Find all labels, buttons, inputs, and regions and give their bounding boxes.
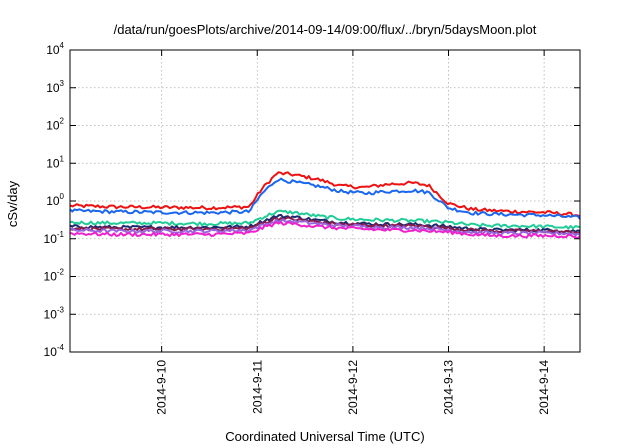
x-tick-label: 2014-9-11 <box>250 360 264 414</box>
data-series <box>69 171 581 240</box>
series-line-2 <box>69 177 581 220</box>
y-tick-label: 100 <box>46 192 64 208</box>
plot-frame <box>69 49 581 353</box>
series-line-6 <box>69 218 581 237</box>
y-tick-label: 103 <box>46 79 64 95</box>
x-tick-label: 2014-9-13 <box>442 360 456 415</box>
x-tick-label: 2014-9-12 <box>346 360 360 415</box>
series-line-3 <box>69 209 581 230</box>
axes: 10-4 10-3 10-2 10-1 100 101 102 103 104 2014-9-10… <box>44 41 581 415</box>
y-tick-label: 10-1 <box>44 230 65 246</box>
y-tick-label: 10-2 <box>44 268 65 284</box>
series-line-5 <box>69 216 581 235</box>
chart-title: /data/run/goesPlots/archive/2014-09-14/0… <box>114 22 537 37</box>
x-tick-label: 2014-9-10 <box>155 360 169 415</box>
y-tick-label: 104 <box>46 41 64 57</box>
y-tick-label: 10-4 <box>44 343 65 359</box>
grid-lines <box>70 50 580 352</box>
y-axis-label: cSv/day <box>5 180 20 227</box>
series-line-1 <box>69 171 581 218</box>
x-tick-label: 2014-9-14 <box>537 360 551 415</box>
y-tick-label: 101 <box>46 154 64 170</box>
y-tick-label: 102 <box>46 117 64 133</box>
series-line-7 <box>69 221 581 240</box>
x-axis-label: Coordinated Universal Time (UTC) <box>225 429 424 444</box>
y-tick-label: 10-3 <box>44 305 65 321</box>
